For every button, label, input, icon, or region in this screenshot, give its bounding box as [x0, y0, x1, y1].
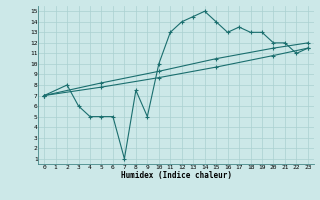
X-axis label: Humidex (Indice chaleur): Humidex (Indice chaleur)	[121, 171, 231, 180]
